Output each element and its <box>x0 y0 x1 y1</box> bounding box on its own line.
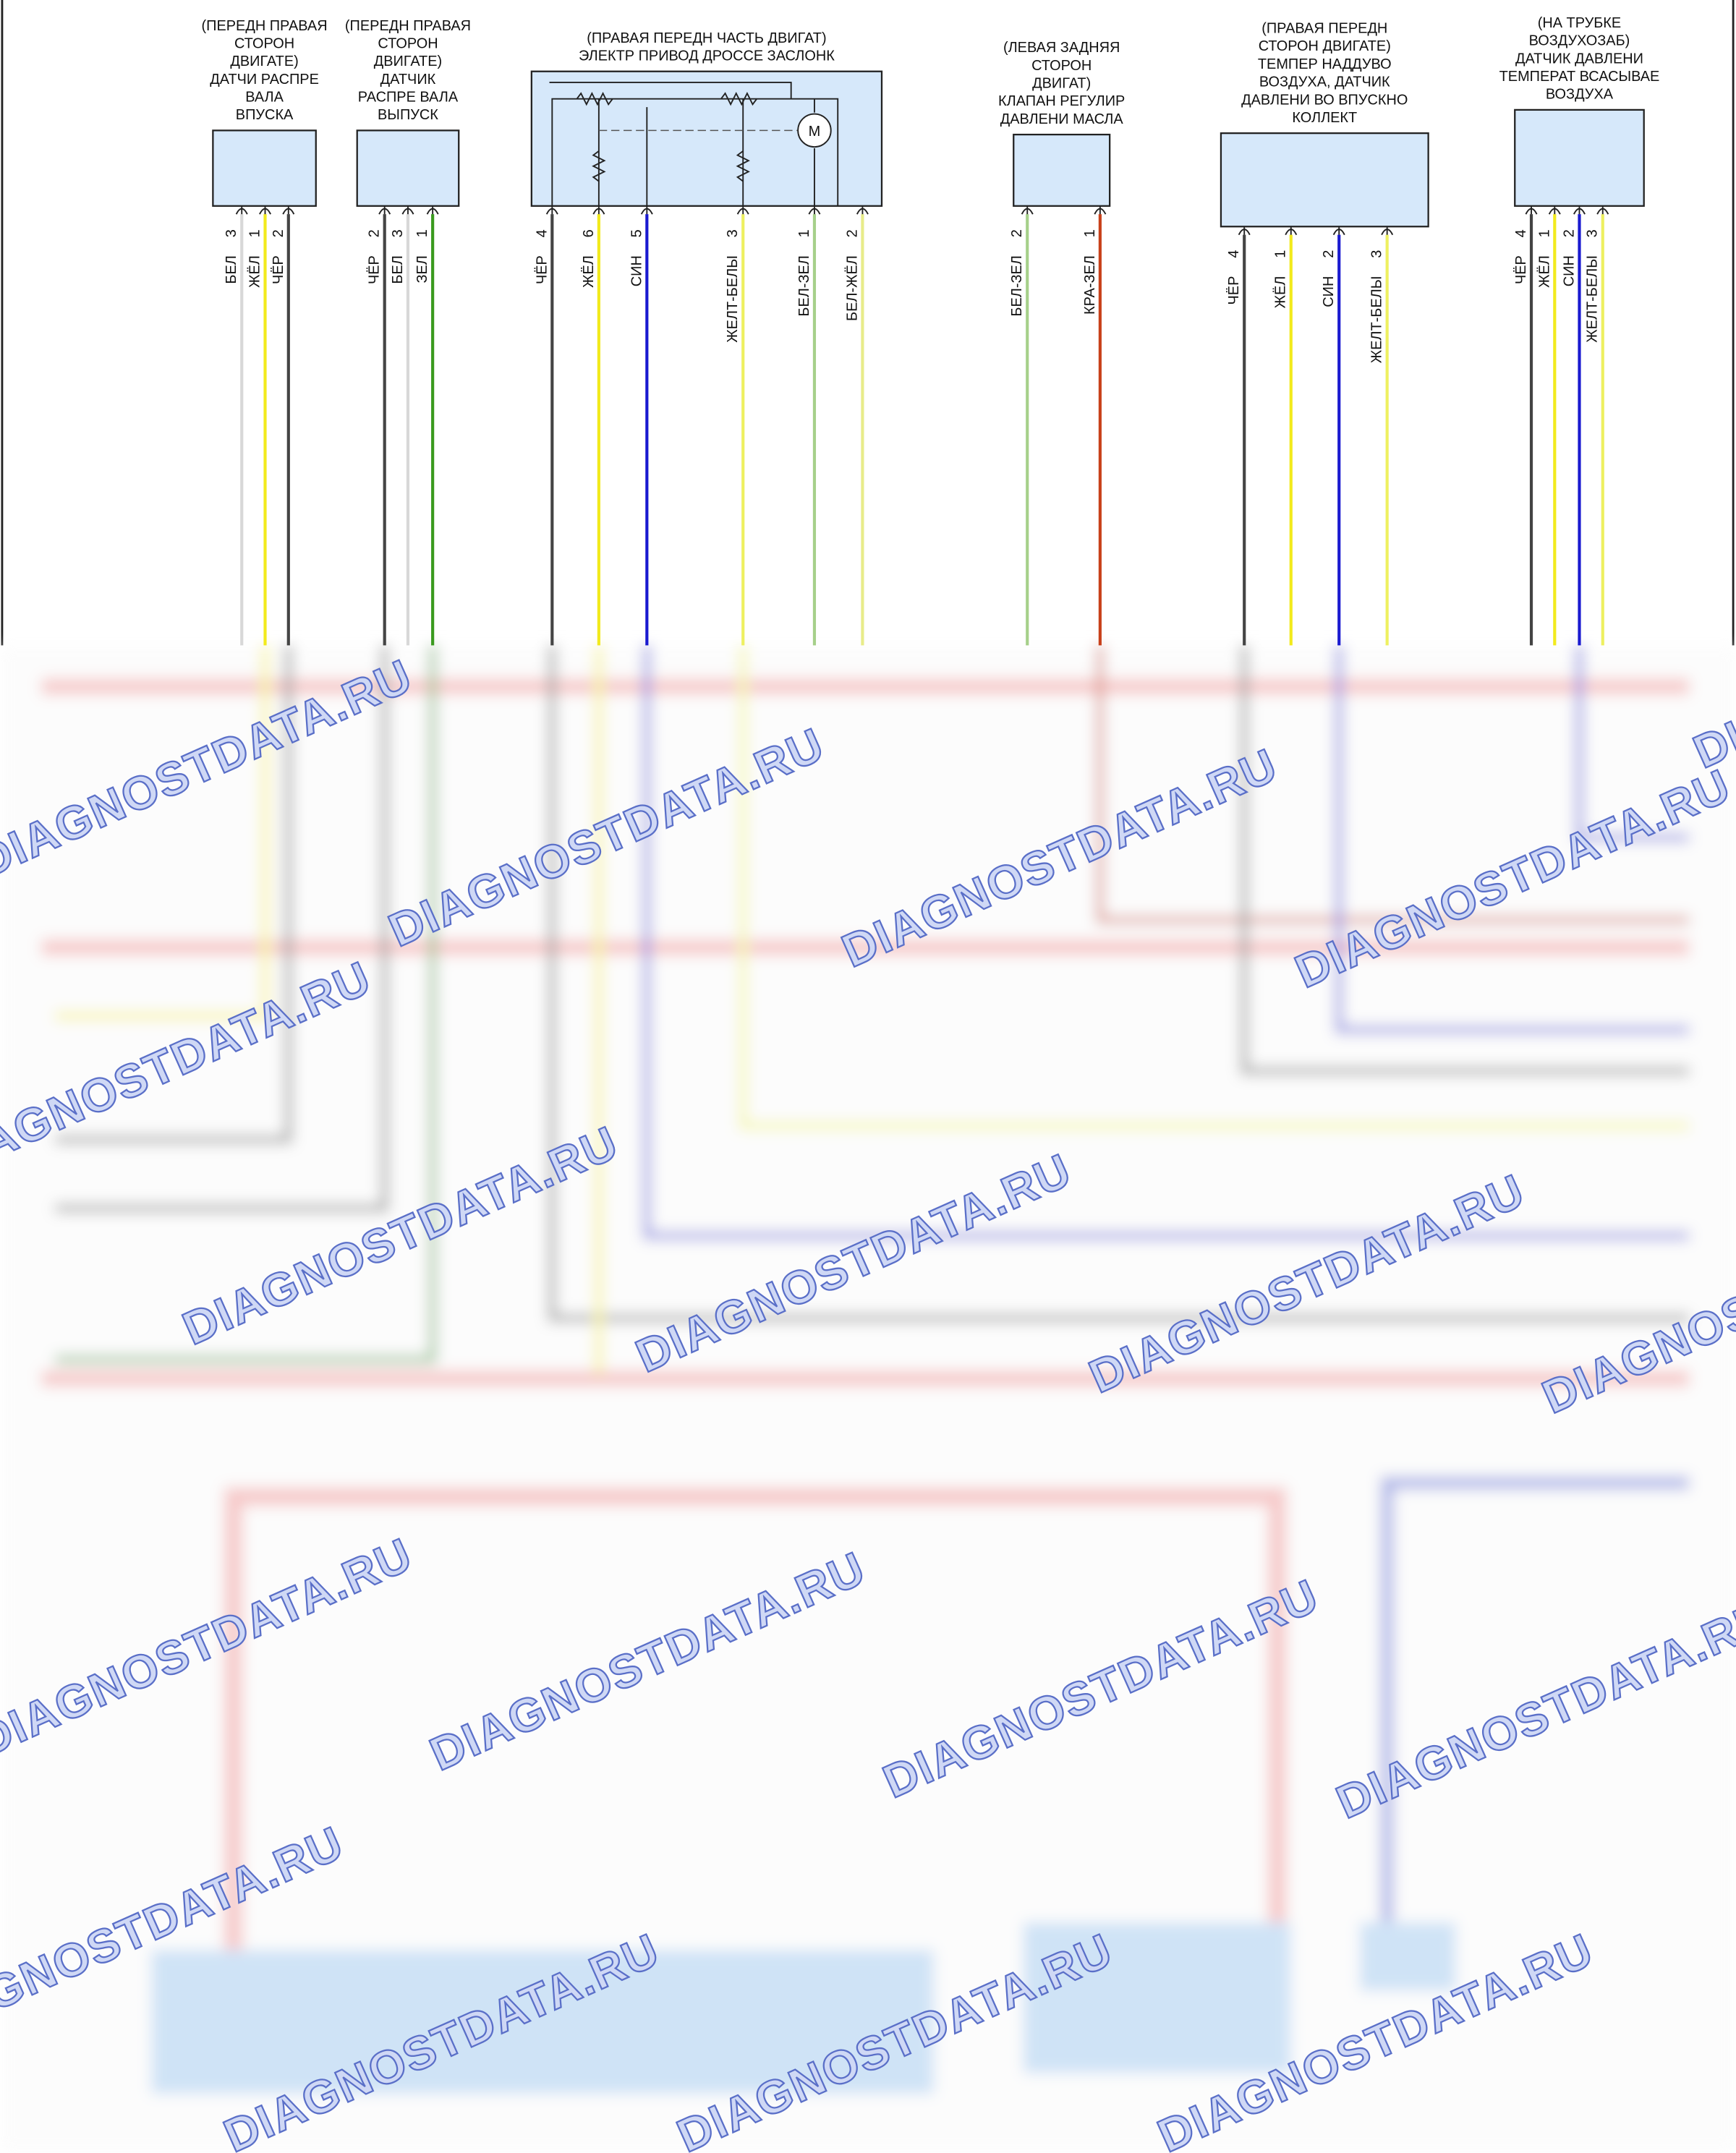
pin-number: 2 <box>1561 229 1577 237</box>
wire-label: ЖЕЛТ-БЕЛЫ <box>1369 276 1385 364</box>
wire-label: КРА-ЗЕЛ <box>1082 255 1098 315</box>
pin-number: 2 <box>844 229 860 237</box>
component-label: ВЫПУСК <box>378 107 438 123</box>
component-label: (ПРАВАЯ ПЕРЕДН ЧАСТЬ ДВИГАТ) <box>587 30 826 46</box>
pin-number: 1 <box>796 229 812 237</box>
pin-number: 2 <box>271 229 286 237</box>
component-label: ДВИГАТЕ) <box>230 54 298 69</box>
wire-label: ЧЁР <box>367 255 383 284</box>
pin-number: 1 <box>1082 229 1098 237</box>
component-label: ЭЛЕКТР ПРИВОД ДРОССЕ ЗАСЛОНК <box>579 48 835 64</box>
component-label: ДАВЛЕНИ МАСЛА <box>1000 111 1124 127</box>
component-box <box>212 129 317 207</box>
component-box <box>1514 108 1645 207</box>
component-label: КОЛЛЕКТ <box>1292 110 1357 126</box>
component-label: СТОРОН <box>378 35 438 51</box>
pin-number: 3 <box>725 229 741 237</box>
component: (ПРАВАЯ ПЕРЕДН ЧАСТЬ ДВИГАТ) ЭЛЕКТР ПРИВО… <box>530 30 883 646</box>
component-label: СТОРОН ДВИГАТЕ) <box>1259 38 1391 54</box>
component-label: СТОРОН <box>234 35 294 51</box>
resistor <box>576 91 757 182</box>
wire-label: ЧЁР <box>534 255 550 284</box>
pin-number: 6 <box>581 229 597 237</box>
component-box <box>356 129 460 207</box>
wire-label: БЕЛ-ЖЁЛ <box>844 255 860 321</box>
pin-number: 3 <box>390 229 406 237</box>
blurred-area <box>0 645 1736 2153</box>
component-label: КЛАПАН РЕГУЛИР <box>998 93 1125 109</box>
component-label: ДАТЧИ РАСПРЕ <box>210 72 319 88</box>
wire-label: ЧЁР <box>1226 276 1242 305</box>
component-label: ДВИГАТ) <box>1032 76 1091 92</box>
wire-label: ЗЕЛ <box>414 255 430 283</box>
component-label: ВАЛА <box>245 89 284 105</box>
pin-number: 4 <box>1513 229 1529 237</box>
component-label: (ПЕРЕДН ПРАВАЯ <box>345 18 471 34</box>
wire-label: ЖЁЛ <box>1273 276 1289 309</box>
wire-label: СИН <box>629 255 644 286</box>
component-label: ВОЗДУХОЗАБ) <box>1529 33 1630 49</box>
component-label: ДАТЧИК ДАВЛЕНИ <box>1515 51 1643 67</box>
pin-number: 1 <box>247 229 263 237</box>
component-label: РАСПРЕ ВАЛА <box>358 89 459 105</box>
component-label: ВОЗДУХА <box>1546 87 1614 103</box>
wire-label: ЧЁР <box>271 255 286 284</box>
pin-number: 2 <box>1009 229 1025 237</box>
wire-label: БЕЛ-ЗЕЛ <box>1009 255 1025 316</box>
component-label: (ПЕРЕДН ПРАВАЯ <box>202 18 328 34</box>
wire-label: БЕЛ <box>390 255 406 283</box>
wire-label: ЧЁР <box>1513 255 1529 284</box>
component-label: ТЕМПЕРАТ ВСАСЫВАЕ <box>1499 69 1660 85</box>
motor-label: M <box>809 124 821 140</box>
wire-label: ЖЁЛ <box>581 255 597 288</box>
wire-label: ЖЕЛТ-БЕЛЫ <box>725 255 741 343</box>
wire-label: СИН <box>1561 255 1577 286</box>
pin-number: 1 <box>1536 229 1552 237</box>
wire-label: ЖЁЛ <box>1536 255 1552 288</box>
pin-number: 4 <box>534 229 550 237</box>
component-label: (НА ТРУБКЕ <box>1538 15 1622 31</box>
throttle-circuit <box>549 81 839 206</box>
pin-number: 2 <box>367 229 383 237</box>
wire-label: СИН <box>1321 276 1337 307</box>
pin-number: 5 <box>629 229 644 237</box>
component-label: ВПУСКА <box>236 107 294 123</box>
component-label: ТЕМПЕР НАДДУВО <box>1258 56 1392 72</box>
component-label: ДАВЛЕНИ ВО ВПУСКНО <box>1241 92 1408 108</box>
component-label: ВОЗДУХА, ДАТЧИК <box>1259 74 1390 90</box>
pin-number: 1 <box>414 229 430 237</box>
component-label: (ЛЕВАЯ ЗАДНЯЯ <box>1003 40 1120 56</box>
component-label: ДАТЧИК <box>380 72 436 88</box>
component-label: СТОРОН <box>1031 58 1092 74</box>
component-label: (ПРАВАЯ ПЕРЕДН <box>1261 21 1387 37</box>
pin-number: 1 <box>1273 250 1289 258</box>
component: (НА ТРУБКЕ ВОЗДУХОЗАБ) ДАТЧИК ДАВЛЕНИ ТЕМПЕ… <box>1499 15 1660 646</box>
wire-label: БЕЛ <box>224 255 239 283</box>
component-box <box>1013 133 1111 207</box>
pin-number: 3 <box>1369 250 1385 258</box>
wire-label: ЖЁЛ <box>247 255 263 288</box>
pin-number: 4 <box>1226 250 1242 258</box>
pin-number: 3 <box>1585 229 1601 237</box>
motor <box>797 113 832 148</box>
component: (ЛЕВАЯ ЗАДНЯЯ СТОРОН ДВИГАТ)КЛАПАН РЕГУЛИР… <box>998 40 1125 646</box>
wire-label: ЖЕЛТ-БЕЛЫ <box>1585 255 1601 343</box>
pin-number: 2 <box>1321 250 1337 258</box>
component-label: ДВИГАТЕ) <box>374 54 442 69</box>
pin-number: 3 <box>224 229 239 237</box>
component-box <box>1220 132 1429 228</box>
wire-label: БЕЛ-ЗЕЛ <box>796 255 812 316</box>
